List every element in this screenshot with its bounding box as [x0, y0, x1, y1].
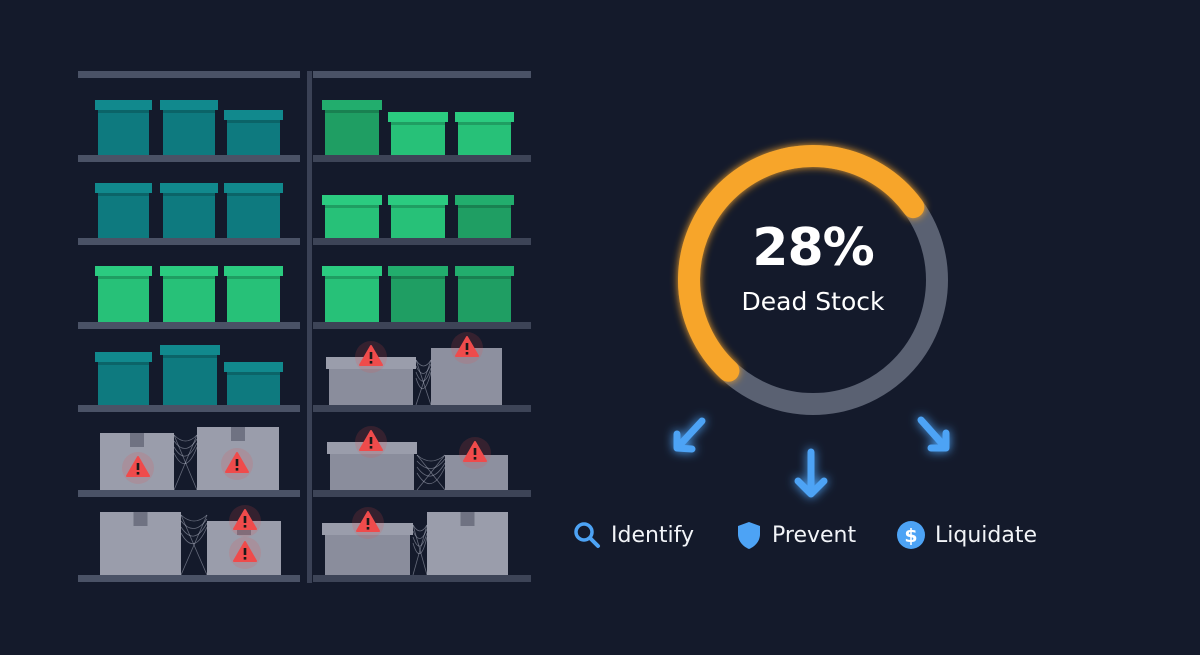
active-stock-box — [95, 100, 152, 155]
warning-icon — [221, 448, 253, 480]
tape — [130, 433, 144, 447]
shelf-top — [78, 71, 300, 78]
tape — [133, 512, 148, 526]
dead-stock-box — [100, 512, 181, 575]
shelf-top — [313, 71, 531, 78]
active-stock-box — [224, 362, 283, 405]
action-label: Identify — [611, 522, 695, 548]
cobweb — [173, 434, 198, 491]
shelf-board — [78, 405, 300, 412]
shelf-board — [313, 155, 531, 162]
shelf-divider — [307, 71, 312, 583]
warning-icon — [459, 437, 491, 469]
arrow-down-icon — [794, 448, 828, 498]
active-stock-box — [388, 195, 448, 238]
dead-stock-label: Dead Stock — [741, 287, 885, 316]
shelf-board — [313, 575, 531, 582]
warning-icon — [355, 426, 387, 458]
warning-icon — [451, 332, 483, 364]
active-stock-box — [160, 266, 218, 322]
action-liquidate: $ Liquidate — [897, 518, 1037, 552]
arrow-down-right-icon — [917, 416, 950, 452]
dead-stock-percent: 28% — [752, 218, 874, 278]
active-stock-box — [224, 183, 283, 238]
cobweb — [416, 454, 446, 491]
ring-progress — [678, 145, 925, 382]
shelf-board — [313, 405, 531, 412]
cobweb — [415, 359, 432, 406]
dollar-coin-icon: $ — [897, 521, 925, 549]
cobweb — [412, 524, 428, 576]
shelf-board — [78, 322, 300, 329]
active-stock-box — [224, 110, 283, 155]
active-stock-box — [160, 100, 218, 155]
dead-stock-box — [427, 512, 508, 575]
warning-icon — [229, 537, 261, 569]
shelf-board — [313, 490, 531, 497]
action-label: Liquidate — [935, 522, 1037, 548]
shelf-board — [313, 238, 531, 245]
active-stock-box — [388, 266, 448, 322]
active-stock-box — [455, 195, 514, 238]
action-prevent: Prevent — [736, 518, 856, 552]
active-stock-box — [322, 100, 382, 155]
svg-text:$: $ — [904, 525, 917, 547]
active-stock-box — [95, 266, 152, 322]
active-stock-box — [224, 266, 283, 322]
cobweb — [180, 514, 208, 576]
active-stock-box — [95, 352, 152, 405]
shelf-board — [313, 322, 531, 329]
dead-stock-box — [327, 442, 417, 490]
active-stock-box — [95, 183, 152, 238]
shelf-board — [78, 490, 300, 497]
warning-icon — [352, 507, 384, 539]
tape — [231, 427, 245, 441]
shelf-board — [78, 238, 300, 245]
shelf-board — [78, 575, 300, 582]
dead-stock-box — [431, 348, 502, 405]
warning-icon — [355, 341, 387, 373]
active-stock-box — [455, 266, 514, 322]
active-stock-box — [322, 195, 382, 238]
active-stock-box — [322, 266, 382, 322]
magnifier-icon — [574, 522, 600, 548]
action-identify: Identify — [573, 518, 694, 552]
active-stock-box — [455, 112, 514, 155]
warning-icon — [229, 505, 261, 537]
dead-stock-box — [322, 523, 413, 575]
shelf-board — [78, 155, 300, 162]
tape — [460, 512, 475, 526]
warning-icon — [122, 452, 154, 484]
active-stock-box — [388, 112, 448, 155]
active-stock-box — [160, 183, 218, 238]
action-label: Prevent — [772, 522, 857, 548]
arrow-down-left-icon — [673, 417, 706, 453]
active-stock-box — [160, 345, 220, 405]
shield-icon — [738, 522, 760, 549]
